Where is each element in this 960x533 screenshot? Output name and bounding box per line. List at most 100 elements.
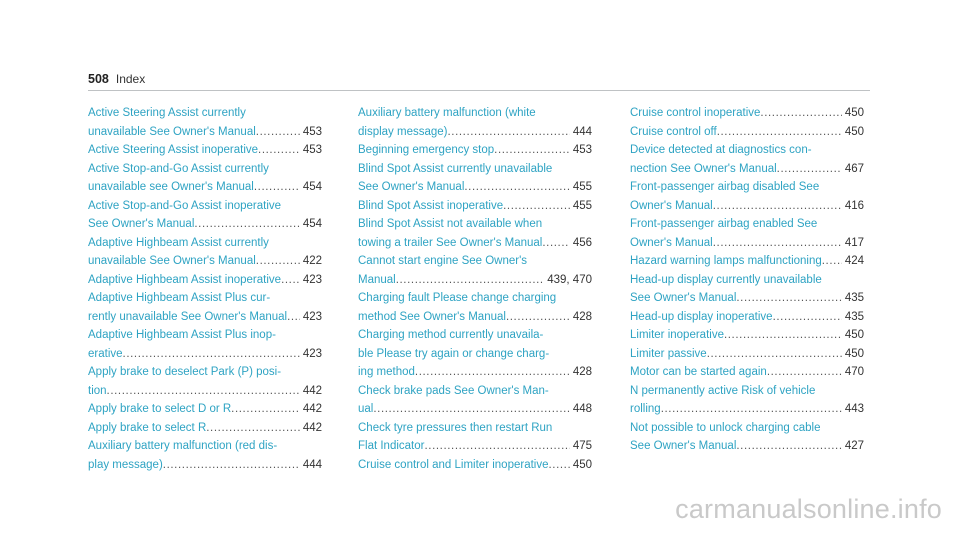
index-entry[interactable]: Head-up display currently unavailable See… [630, 271, 864, 308]
index-entry[interactable]: Cruise control off 450 [630, 123, 864, 142]
index-entry-text[interactable]: Front-passenger airbag disabled See [630, 181, 820, 193]
index-entry[interactable]: Adaptive Highbeam Assist currently unavai… [88, 234, 322, 271]
index-entry-line: Cruise control inoperative 450 [630, 104, 864, 123]
index-entry[interactable]: Cruise control and Limiter inoperative 45… [358, 456, 592, 475]
index-entry-text[interactable]: Cruise control off [630, 125, 717, 138]
dot-leader [194, 215, 299, 234]
index-entry-text[interactable]: Apply brake to deselect Park (P) posi- [88, 366, 282, 378]
index-entry-text[interactable]: See Owner's Manual [88, 218, 195, 230]
index-entry-line: See Owner's Manual 455 [358, 178, 592, 197]
index-entry-text[interactable]: Adaptive Highbeam Assist Plus inop- [88, 329, 276, 341]
index-entry[interactable]: Head-up display inoperative 435 [630, 308, 864, 327]
index-entry-text[interactable]: Active Steering Assist inoperative [88, 144, 259, 156]
index-entry-text[interactable]: towing a trailer See Owner's Manual [358, 236, 543, 249]
index-entry-text[interactable]: See Owner's Manual [358, 181, 465, 193]
index-entry-text[interactable]: unavailable See Owner's Manual [88, 255, 256, 267]
index-entry[interactable]: Charging fault Please change charging met… [358, 289, 592, 326]
index-entry-text[interactable]: Adaptive Highbeam Assist inoperative [88, 273, 282, 286]
index-entry-text[interactable]: method See Owner's Manual [358, 310, 506, 323]
index-entry-text[interactable]: Blind Spot Assist not available when [358, 218, 543, 230]
index-entry-text[interactable]: tion [88, 384, 107, 397]
index-entry[interactable]: Apply brake to deselect Park (P) posi-ti… [88, 363, 322, 400]
index-entry-text[interactable]: Flat Indicator [358, 440, 425, 452]
index-entry-text[interactable]: Beginning emergency stop [358, 144, 495, 156]
index-entry-text[interactable]: Head-up display currently unavailable [630, 273, 822, 286]
index-entry[interactable]: Auxiliary battery malfunction (white disp… [358, 104, 592, 141]
index-entry-text[interactable]: erative [88, 347, 123, 360]
index-entry[interactable]: Blind Spot Assist currently unavailable S… [358, 160, 592, 197]
index-entry[interactable]: Charging method currently unavaila-ble P… [358, 326, 592, 382]
index-entry-text[interactable]: N permanently active Risk of vehicle [630, 384, 816, 397]
index-entry-text[interactable]: Manual [358, 273, 396, 286]
index-entry-text[interactable]: unavailable see Owner's Manual [88, 181, 254, 193]
index-entry-line: Limiter inoperative 450 [630, 326, 864, 345]
index-entry-text[interactable]: Charging method currently unavaila- [358, 329, 544, 341]
index-entry-text[interactable]: Charging fault Please change charging [358, 292, 557, 304]
index-entry[interactable]: Front-passenger airbag enabled See Owner'… [630, 215, 864, 252]
index-entry[interactable]: Active Stop-and-Go Assist inoperative See… [88, 197, 322, 234]
index-entry[interactable]: Active Stop-and-Go Assist currently unava… [88, 160, 322, 197]
index-entry-text[interactable]: Device detected at diagnostics con- [630, 144, 812, 156]
index-entry[interactable]: Apply brake to select R 442 [88, 419, 322, 438]
index-entry-text[interactable]: See Owner's Manual [630, 292, 737, 304]
index-entry-text[interactable]: nection See Owner's Manual [630, 162, 777, 175]
index-entry-text[interactable]: Check tyre pressures then restart Run [358, 421, 553, 434]
index-entry[interactable]: Auxiliary battery malfunction (red dis-p… [88, 437, 322, 474]
index-entry-text[interactable]: play message) [88, 458, 163, 471]
index-entry[interactable]: Limiter passive 450 [630, 345, 864, 364]
index-entry-text[interactable]: rolling [630, 403, 661, 415]
index-entry-text[interactable]: Owner's Manual [630, 236, 713, 249]
index-entry-text[interactable]: unavailable See Owner's Manual [88, 125, 256, 138]
index-entry[interactable]: Beginning emergency stop 453 [358, 141, 592, 160]
index-entry-text[interactable]: Check brake pads See Owner's Man- [358, 384, 549, 397]
index-entry-text[interactable]: Apply brake to select R [88, 421, 207, 434]
index-entry-text[interactable]: ble Please try again or change charg- [358, 347, 550, 360]
index-entry-text[interactable]: ual [358, 403, 374, 415]
index-entry-text[interactable]: Active Steering Assist currently [88, 107, 246, 119]
index-entry-text[interactable]: Owner's Manual [630, 199, 713, 212]
index-entry[interactable]: Adaptive Highbeam Assist Plus inop-erati… [88, 326, 322, 363]
index-entry-text[interactable]: Not possible to unlock charging cable [630, 421, 821, 434]
index-entry-text[interactable]: Head-up display inoperative [630, 310, 773, 323]
index-entry-text[interactable]: Adaptive Highbeam Assist Plus cur- [88, 292, 271, 304]
index-entry[interactable]: Adaptive Highbeam Assist inoperative 423 [88, 271, 322, 290]
index-entry[interactable]: Adaptive Highbeam Assist Plus cur-rently… [88, 289, 322, 326]
index-entry[interactable]: Blind Spot Assist not available when towi… [358, 215, 592, 252]
index-entry[interactable]: Check tyre pressures then restart Run Fla… [358, 419, 592, 456]
index-entry-text[interactable]: display message) [358, 125, 448, 138]
index-entry[interactable]: Apply brake to select D or R 442 [88, 400, 322, 419]
index-entry-text[interactable]: Apply brake to select D or R [88, 403, 232, 415]
index-entry-text[interactable]: Cruise control inoperative [630, 107, 761, 119]
index-entry-text[interactable]: Blind Spot Assist currently unavailable [358, 162, 553, 175]
index-entry[interactable]: Active Steering Assist inoperative 453 [88, 141, 322, 160]
index-entry-text[interactable]: Active Stop-and-Go Assist inoperative [88, 199, 282, 212]
index-entry[interactable]: N permanently active Risk of vehicle roll… [630, 382, 864, 419]
index-entry[interactable]: Active Steering Assist currently unavaila… [88, 104, 322, 141]
index-entry[interactable]: Blind Spot Assist inoperative 455 [358, 197, 592, 216]
index-entry-text[interactable]: Cannot start engine See Owner's [358, 255, 528, 267]
index-entry[interactable]: Motor can be started again 470 [630, 363, 864, 382]
index-entry-text[interactable]: Active Stop-and-Go Assist currently [88, 162, 269, 175]
index-entry-text[interactable]: See Owner's Manual [630, 440, 737, 452]
page-reference: 439, 470 [547, 273, 592, 286]
index-entry[interactable]: Device detected at diagnostics con-necti… [630, 141, 864, 178]
index-entry-text[interactable]: Front-passenger airbag enabled See [630, 218, 818, 230]
index-entry[interactable]: Not possible to unlock charging cable See… [630, 419, 864, 456]
index-entry-text[interactable]: ing method [358, 366, 415, 378]
index-entry[interactable]: Limiter inoperative 450 [630, 326, 864, 345]
index-entry-text[interactable]: rently unavailable See Owner's Manual [88, 310, 288, 323]
index-entry-text[interactable]: Limiter passive [630, 347, 707, 360]
index-entry[interactable]: Check brake pads See Owner's Man-ual 448 [358, 382, 592, 419]
index-entry-text[interactable]: Limiter inoperative [630, 329, 724, 341]
index-entry-text[interactable]: Cruise control and Limiter inoperative [358, 458, 549, 471]
index-entry-text[interactable]: Hazard warning lamps malfunctioning [630, 255, 822, 267]
index-entry-text[interactable]: Auxiliary battery malfunction (red dis- [88, 440, 278, 452]
index-entry[interactable]: Front-passenger airbag disabled See Owner… [630, 178, 864, 215]
index-entry[interactable]: Hazard warning lamps malfunctioning 424 [630, 252, 864, 271]
index-entry-text[interactable]: Blind Spot Assist inoperative [358, 199, 504, 212]
index-entry-text[interactable]: Motor can be started again [630, 366, 767, 378]
index-entry-text[interactable]: Adaptive Highbeam Assist currently [88, 236, 269, 249]
index-entry-text[interactable]: Auxiliary battery malfunction (white [358, 107, 536, 119]
index-entry[interactable]: Cruise control inoperative 450 [630, 104, 864, 123]
index-entry[interactable]: Cannot start engine See Owner's Manual 439… [358, 252, 592, 289]
